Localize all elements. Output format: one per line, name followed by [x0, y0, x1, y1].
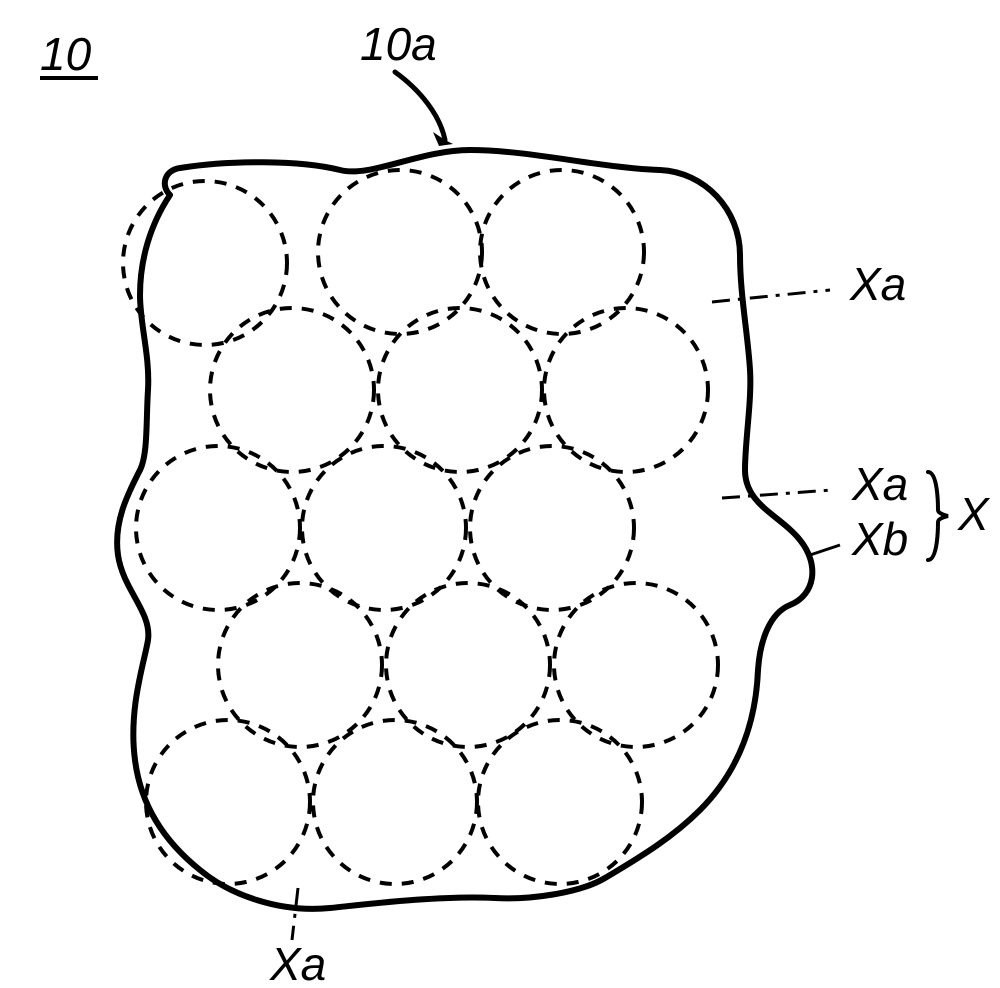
label-xa-1: Xa: [849, 258, 906, 310]
label-xa-2: Xa: [851, 458, 908, 510]
label-10a: 10a: [360, 18, 437, 70]
label-x: X: [957, 488, 991, 540]
label-xa-3: Xa: [269, 938, 326, 988]
label-xb: Xb: [851, 513, 908, 565]
label-figure-ref: 10: [40, 28, 92, 80]
